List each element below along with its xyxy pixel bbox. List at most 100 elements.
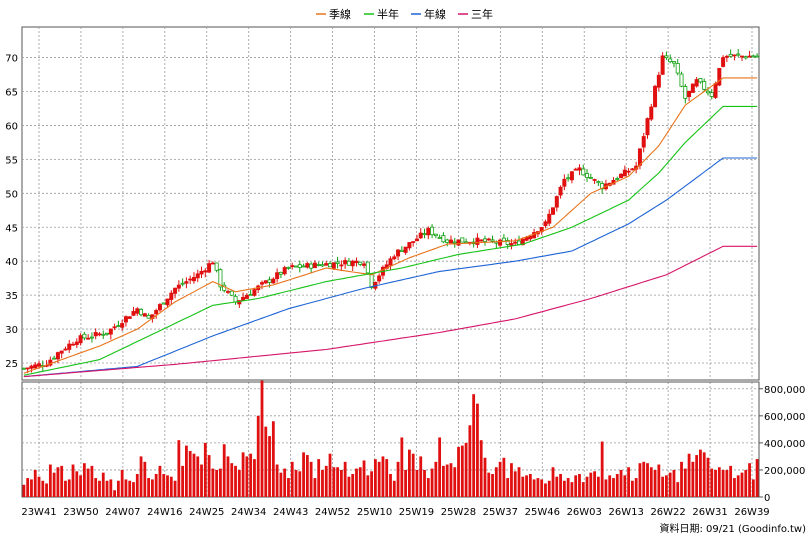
candle: [146, 313, 151, 319]
volume-bar: [555, 476, 559, 497]
candle: [396, 248, 401, 260]
volume-bar: [449, 463, 453, 497]
volume-bar: [385, 459, 389, 497]
volume-bar: [101, 472, 105, 497]
volume-bar: [283, 468, 287, 497]
volume-bar: [585, 476, 589, 497]
volume-bar: [324, 465, 328, 497]
volume-y-ticks: 0 200,000 400,000 600,000 800,000: [764, 385, 805, 504]
candle: [460, 237, 465, 243]
volume-bar: [457, 446, 460, 497]
candle: [732, 54, 737, 61]
candle: [482, 235, 487, 246]
candle: [736, 49, 741, 57]
candle: [407, 242, 412, 251]
candle: [248, 289, 253, 296]
ma-line-3: [23, 245, 758, 378]
candle: [320, 261, 325, 268]
candle: [418, 228, 423, 240]
price-tick-label: 35: [5, 291, 18, 302]
volume-bar: [494, 467, 498, 497]
volume-bar: [551, 467, 555, 497]
volume-bar: [86, 468, 90, 497]
candle: [290, 262, 295, 270]
volume-bar: [604, 479, 608, 497]
volume-bar: [581, 482, 585, 497]
volume-bar: [109, 479, 113, 497]
candle: [188, 275, 193, 285]
volume-bar: [570, 482, 574, 497]
volume-bar: [680, 461, 683, 497]
candle: [108, 328, 113, 340]
candle: [309, 262, 314, 274]
candle: [664, 51, 669, 60]
volume-bar: [256, 415, 260, 497]
volume-bar: [442, 465, 445, 497]
candle: [199, 266, 204, 278]
volume-bar: [41, 480, 45, 497]
volume-bar: [200, 464, 203, 497]
volume-bar: [105, 480, 109, 497]
volume-tick-label: 600,000: [764, 412, 805, 423]
candle: [112, 323, 117, 331]
volume-bars: [22, 380, 759, 497]
candle: [622, 165, 627, 177]
candle: [411, 241, 416, 247]
candle: [464, 238, 469, 244]
volume-bar: [355, 468, 358, 497]
volume-bar: [665, 475, 668, 497]
candle: [426, 226, 431, 240]
candle: [445, 238, 450, 247]
candle: [135, 307, 140, 316]
candle: [626, 168, 631, 176]
volume-bar: [400, 437, 404, 497]
candle: [312, 260, 317, 269]
volume-bar: [241, 452, 245, 497]
candle: [225, 289, 230, 294]
candle: [339, 260, 344, 272]
data-date-footer: 資料日期: 09/21 (Goodinfo.tw): [659, 522, 806, 535]
volume-bar: [169, 476, 173, 497]
volume-bar: [661, 476, 665, 497]
x-ticks: 23W41 23W50 24W07 24W16 24W25 24W34 24W43 24W52…: [21, 507, 769, 518]
volume-bar: [268, 436, 271, 497]
volume-bar: [188, 451, 192, 497]
candle: [116, 320, 121, 328]
volume-bar: [298, 471, 302, 497]
candle: [433, 233, 438, 239]
volume-bar: [219, 468, 222, 497]
volume-bar: [430, 468, 434, 497]
candle: [422, 228, 427, 239]
candle: [176, 280, 181, 292]
volume-bar: [75, 471, 79, 497]
candle: [328, 261, 333, 268]
volume-bar: [71, 464, 75, 497]
volume-bar: [389, 474, 392, 497]
candle: [256, 284, 261, 294]
candle: [86, 334, 91, 340]
volume-bar: [634, 478, 638, 497]
x-tick-label: 26W22: [650, 507, 685, 518]
volume-bar: [158, 465, 162, 497]
candle: [362, 261, 367, 269]
candle: [403, 246, 408, 255]
volume-bar: [532, 479, 536, 497]
volume-bar: [672, 469, 676, 497]
volume-bar: [491, 474, 494, 497]
volume-bar: [249, 453, 253, 497]
candle: [335, 256, 340, 269]
x-tick-label: 26W03: [567, 507, 602, 518]
volume-bar: [547, 480, 551, 497]
volume-bar: [736, 475, 740, 497]
candle: [581, 164, 586, 176]
x-tick-label: 26W13: [609, 507, 644, 518]
volume-bar: [536, 478, 540, 497]
volume-tick-label: 200,000: [764, 466, 805, 477]
volume-bar: [506, 478, 510, 497]
volume-bar: [132, 482, 135, 497]
candle: [452, 237, 457, 248]
candle: [157, 303, 162, 312]
volume-bar: [706, 457, 710, 497]
candle: [324, 260, 329, 266]
candle: [603, 179, 608, 191]
